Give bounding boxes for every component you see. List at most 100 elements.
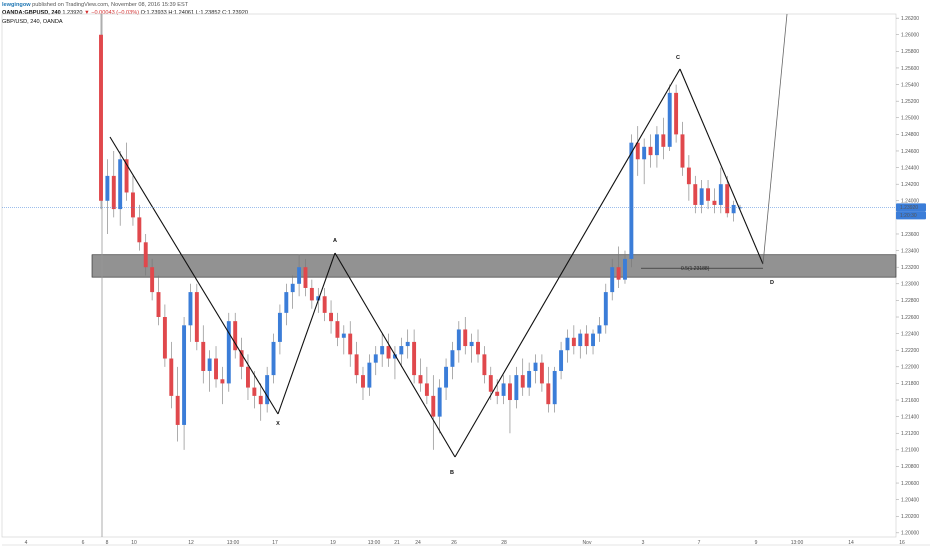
candle-body (175, 395, 180, 425)
candle-body (610, 267, 615, 293)
candle-body (718, 184, 723, 205)
candle-body (418, 375, 423, 384)
price-tick-label: 1.24200 (901, 182, 919, 188)
candle-body (667, 92, 672, 147)
candle-body (424, 383, 429, 396)
candle-body (207, 358, 212, 371)
price-tick-label: 1.22000 (901, 365, 919, 371)
candle-body (571, 337, 576, 347)
candle-body (565, 337, 570, 351)
candle-body (297, 267, 302, 284)
candle-body (578, 333, 583, 347)
pattern-leg (109, 136, 279, 415)
candle-body (539, 362, 544, 384)
time-tick-label: 28 (501, 540, 507, 546)
time-tick-label: 12 (188, 540, 194, 546)
pattern-leg (334, 252, 456, 458)
candle-body (265, 375, 270, 405)
price-tick-label: 1.23400 (901, 248, 919, 254)
publish-line: lewgingow published on TradingView.com, … (2, 1, 702, 9)
author-link[interactable]: lewgingow (2, 2, 31, 8)
candle-body (118, 159, 123, 210)
price-tick-label: 1.21800 (901, 381, 919, 387)
harmonic-pattern[interactable] (109, 13, 788, 458)
support-zone[interactable] (91, 254, 897, 278)
time-tick-label: 16 (899, 540, 905, 546)
price-tick-label: 1.24400 (901, 165, 919, 171)
price-tick-label: 1.23600 (901, 232, 919, 238)
time-tick-label: 19 (330, 540, 336, 546)
price-tick-label: 1.22800 (901, 298, 919, 304)
time-tick-label: 7 (698, 540, 701, 546)
candle-body (738, 207, 742, 209)
price-tick-label: 1.22200 (901, 348, 919, 354)
price-tick-label: 1.20800 (901, 464, 919, 470)
time-tick-label: 4 (25, 540, 28, 546)
candle-body (648, 146, 653, 156)
price-tick-label: 1.25000 (901, 116, 919, 122)
candle-body (162, 317, 167, 359)
candle-body (386, 346, 391, 359)
grid (1, 13, 930, 546)
time-tick-label: 8 (106, 540, 109, 546)
candle-body (150, 267, 155, 293)
countdown-tag (896, 211, 926, 220)
candle-body (597, 325, 602, 334)
price-tick-label: 1.23200 (901, 265, 919, 271)
price-tick-label: 1.25400 (901, 82, 919, 88)
time-tick-label: 6 (82, 540, 85, 546)
price-tick-label: 1.20200 (901, 514, 919, 520)
candle-body (514, 375, 519, 401)
symbol-name[interactable]: OANDA:GBPUSD, 240 (2, 10, 61, 16)
candle-body (239, 350, 244, 367)
time-axis[interactable]: 4 6 8 10 12 13:00 17 19 13:00 21 24 26 28 Nov 3 7 9 13:00… (25, 540, 905, 546)
candle-body (258, 395, 263, 405)
price-tick-label: 1.24000 (901, 199, 919, 205)
candle-body (654, 134, 659, 156)
price-tick-label: 1.25200 (901, 99, 919, 105)
time-tick-label: 24 (415, 540, 421, 546)
fib-level-label: 0.5(1.23188) (681, 266, 710, 272)
candle-body (361, 375, 365, 388)
candle-body (367, 362, 372, 388)
price-tick-label: 1.26200 (901, 16, 919, 22)
price-tick-label: 1.21400 (901, 414, 919, 420)
price-tick-label: 1.23000 (901, 282, 919, 288)
time-tick-label: 13:00 (368, 540, 381, 546)
candle-body (111, 175, 116, 210)
candle-body (188, 292, 193, 326)
candle-body (105, 175, 110, 201)
point-label-c: C (676, 55, 680, 61)
candle-body (220, 379, 225, 384)
candle-body (507, 383, 512, 401)
price-tick-label: 1.21600 (901, 398, 919, 404)
price-tags: 1.23920 1:20:30 (896, 203, 926, 220)
time-tick-label: 10 (131, 540, 137, 546)
candle-body (482, 354, 487, 376)
price-tick-label: 1.22600 (901, 315, 919, 321)
time-tick-label: 9 (755, 540, 758, 546)
point-label-x: X (276, 421, 280, 427)
time-tick-label: 3 (642, 540, 645, 546)
candle-body (603, 292, 608, 326)
time-tick-label: 13:00 (791, 540, 804, 546)
candle-body (463, 329, 468, 347)
candle-body (469, 341, 474, 347)
ohlc-values: O:1.23933 H:1.24061 L:1.23852 C:1.23920 (140, 10, 248, 16)
price-tick-label: 1.21200 (901, 431, 919, 437)
price-tick-label: 1.24800 (901, 132, 919, 138)
candle-body (686, 167, 691, 185)
price-axis[interactable]: 1.26200 1.26000 1.25800 1.25600 1.25400 1.252… (896, 16, 919, 537)
candle-body (214, 358, 218, 380)
candle-body (226, 321, 231, 384)
candle-body (495, 391, 500, 396)
candle-body (169, 358, 174, 396)
candle-body (674, 92, 679, 135)
candle-body (680, 134, 685, 168)
candle-body (693, 184, 698, 205)
candle-body (635, 142, 640, 160)
price-tick-label: 1.24600 (901, 149, 919, 155)
candle-body (405, 341, 410, 347)
candle-body (559, 350, 564, 371)
